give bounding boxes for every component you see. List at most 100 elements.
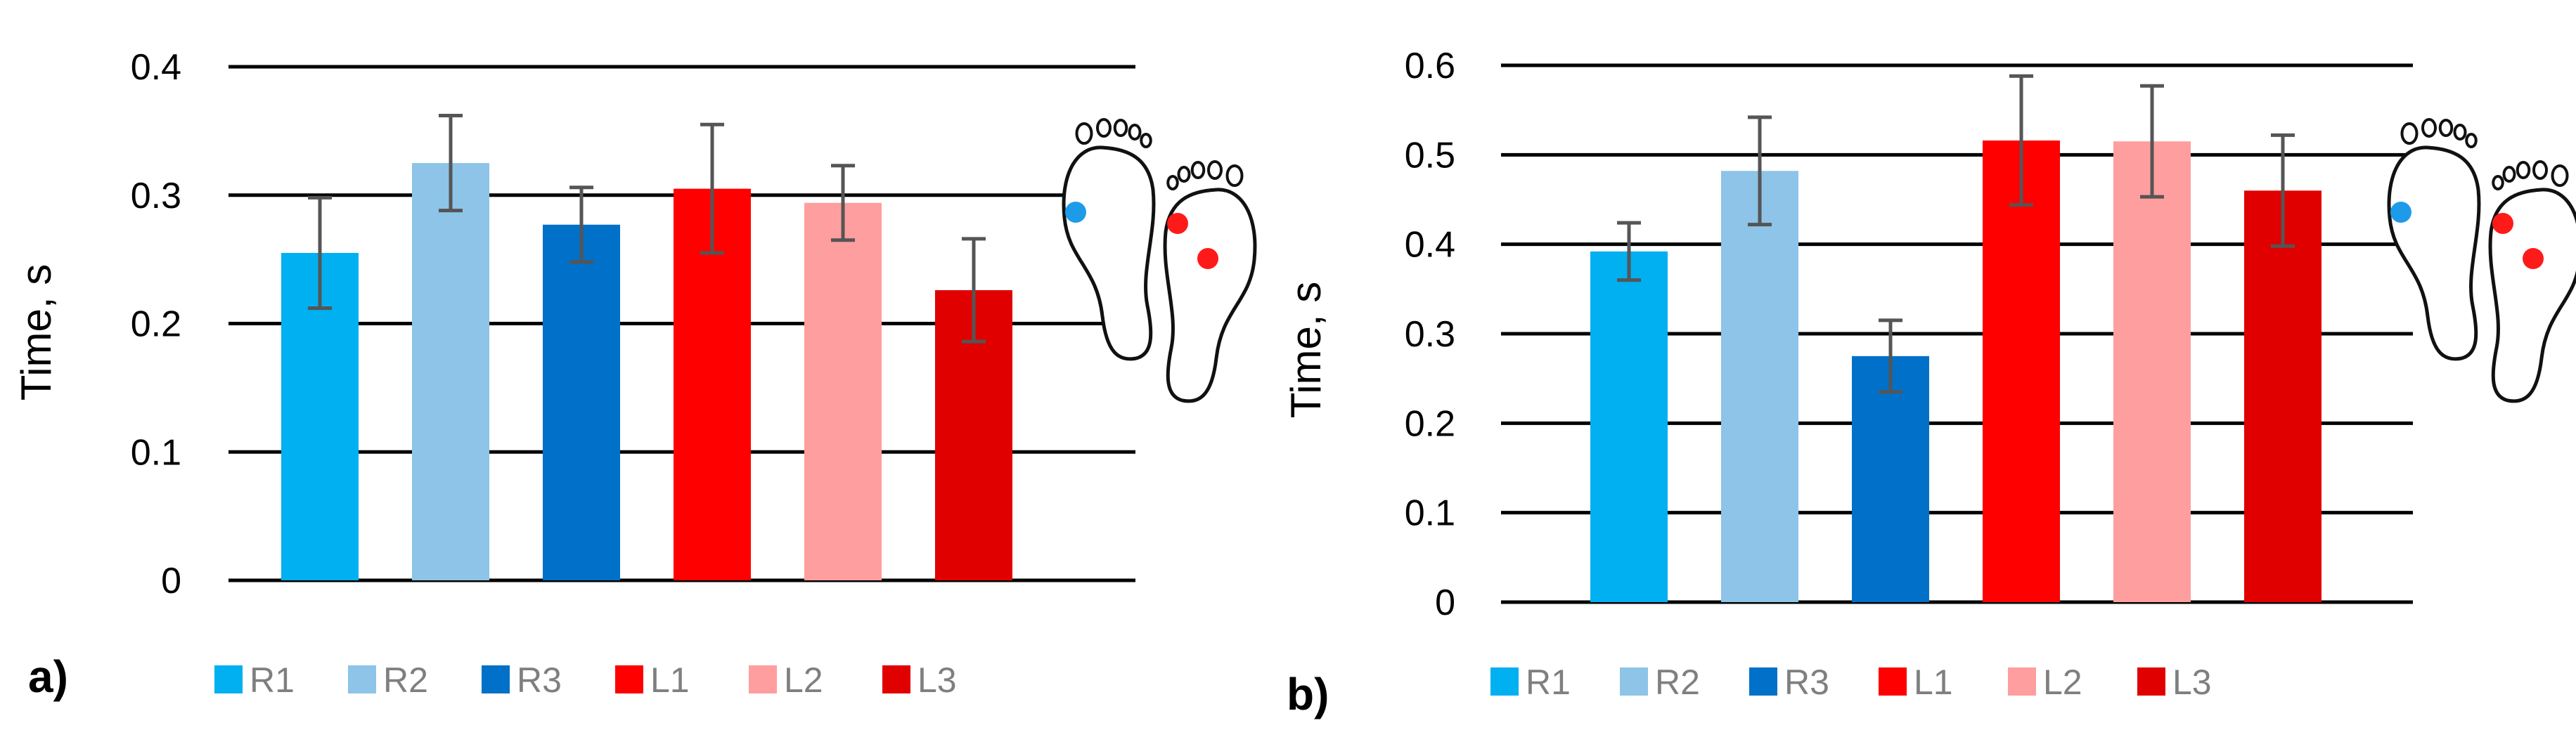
y-tick-label: 0.5 (1405, 135, 1455, 176)
bar-L1 (1983, 140, 2060, 602)
toe-outline (2465, 133, 2478, 148)
bar-R2 (1721, 171, 1798, 603)
y-tick-label: 0 (161, 561, 181, 601)
error-bar-L3 (962, 237, 986, 344)
legend-label: R2 (383, 660, 428, 700)
toe-outline (2421, 118, 2437, 138)
toe-outline (1140, 133, 1152, 148)
error-bar-L3 (2271, 133, 2295, 248)
toe-outline (1075, 122, 1093, 145)
legend-swatch (1620, 667, 1648, 696)
toe-outline (1096, 118, 1112, 138)
y-axis-label-a: Time, s (13, 264, 60, 400)
legend-item-R3: R3 (1749, 663, 1829, 702)
error-bar-L2 (831, 164, 855, 242)
panel-label-b: b) (1287, 669, 1329, 719)
y-tick-label: 0.3 (131, 176, 181, 216)
y-tick-label: 0.2 (1405, 403, 1455, 444)
legend-label: R2 (1655, 663, 1700, 702)
legend-label: L1 (1914, 663, 1953, 702)
legend-label: L2 (2043, 663, 2082, 702)
toe-outline (1166, 175, 1179, 190)
left-foot-icon (1163, 160, 1257, 403)
y-tick-label: 0.2 (131, 304, 181, 345)
legend-label: R1 (1526, 663, 1571, 702)
legend-item-R2: R2 (348, 660, 428, 700)
legend-label: L3 (917, 660, 957, 700)
error-bar-L2 (2140, 84, 2164, 199)
y-tick-label: 0.4 (1405, 225, 1455, 266)
bar-L3 (2244, 190, 2321, 602)
error-bar-R3 (569, 185, 593, 264)
legend-swatch (348, 665, 376, 693)
chart-panel-a: Time, s a) 0 0.1 0.2 0.3 0.4 R1 R2 R3 L1 L2 L3 (13, 47, 1257, 702)
legend-swatch (1749, 667, 1777, 696)
toe-outline (2492, 175, 2504, 190)
legend-label: L1 (650, 660, 690, 700)
y-tick-label: 0.3 (1405, 314, 1455, 355)
legend-item-L3: L3 (882, 660, 957, 700)
sensor-left-heel (2523, 248, 2544, 269)
bar-R2 (412, 163, 489, 580)
bar-R3 (543, 224, 620, 580)
chart-panel-b: Time, s b) 0 0.1 0.2 0.3 0.4 0.5 0.6 R1 R2 R3 L1 L2… (1282, 46, 2576, 719)
error-bar-R3 (1879, 318, 1902, 394)
error-bar-R2 (1748, 115, 1772, 227)
error-bar-R2 (439, 113, 463, 213)
toe-outline (1190, 161, 1206, 179)
toe-outline (2400, 122, 2419, 145)
sensor-left-toe (2492, 213, 2513, 234)
right-foot-icon (1062, 118, 1156, 361)
foot-sensors-icon (2387, 118, 2576, 403)
toe-outline (1207, 160, 1223, 180)
toe-outline (1128, 124, 1142, 141)
toe-outline (2453, 124, 2467, 141)
sensor-right-toe (2390, 202, 2411, 223)
legend-item-L1: L1 (1879, 663, 1953, 702)
y-tick-label: 0.1 (1405, 493, 1455, 534)
sensor-left-toe (1167, 213, 1188, 234)
bar-R1 (1590, 251, 1668, 602)
legend-item-L3: L3 (2137, 663, 2212, 702)
legend-swatch (882, 665, 910, 693)
y-tick-label: 0.6 (1405, 46, 1455, 86)
bar-L2 (804, 202, 882, 581)
legend-label: L3 (2172, 663, 2212, 702)
error-bar-L1 (2009, 74, 2033, 207)
panel-label-a: a) (28, 651, 68, 702)
toe-outline (2551, 164, 2569, 187)
legend-item-R3: R3 (482, 660, 562, 700)
foot-sensors-icon (1062, 118, 1257, 403)
y-tick-label: 0 (1435, 582, 1455, 623)
legend-swatch (482, 665, 510, 693)
toe-outline (2516, 161, 2531, 179)
y-tick-label: 0.4 (131, 47, 181, 88)
toe-outline (1225, 164, 1244, 187)
y-axis-label-b: Time, s (1282, 282, 1329, 418)
toe-outline (1177, 166, 1191, 183)
legend-label: R3 (517, 660, 562, 700)
left-foot-icon (2488, 160, 2576, 403)
toe-outline (2502, 166, 2516, 183)
sensor-right-toe (1065, 202, 1086, 223)
legend-item-R2: R2 (1620, 663, 1700, 702)
legend-swatch (214, 665, 243, 693)
legend-swatch (2137, 667, 2165, 696)
legend-label: R3 (1784, 663, 1829, 702)
legend-swatch (2008, 667, 2036, 696)
legend-swatch (749, 665, 777, 693)
legend-item-R1: R1 (1490, 663, 1571, 702)
toe-outline (1113, 119, 1128, 137)
error-bar-R1 (1617, 221, 1641, 282)
y-tick-label: 0.1 (131, 432, 181, 473)
legend-label: R1 (250, 660, 295, 700)
legend-item-L2: L2 (749, 660, 823, 700)
toe-outline (2438, 119, 2454, 137)
legend-swatch (615, 665, 643, 693)
right-foot-icon (2387, 118, 2481, 361)
bar-R3 (1852, 356, 1929, 602)
sensor-left-heel (1197, 248, 1218, 269)
toe-outline (2532, 160, 2548, 180)
bar-L2 (2113, 141, 2191, 602)
